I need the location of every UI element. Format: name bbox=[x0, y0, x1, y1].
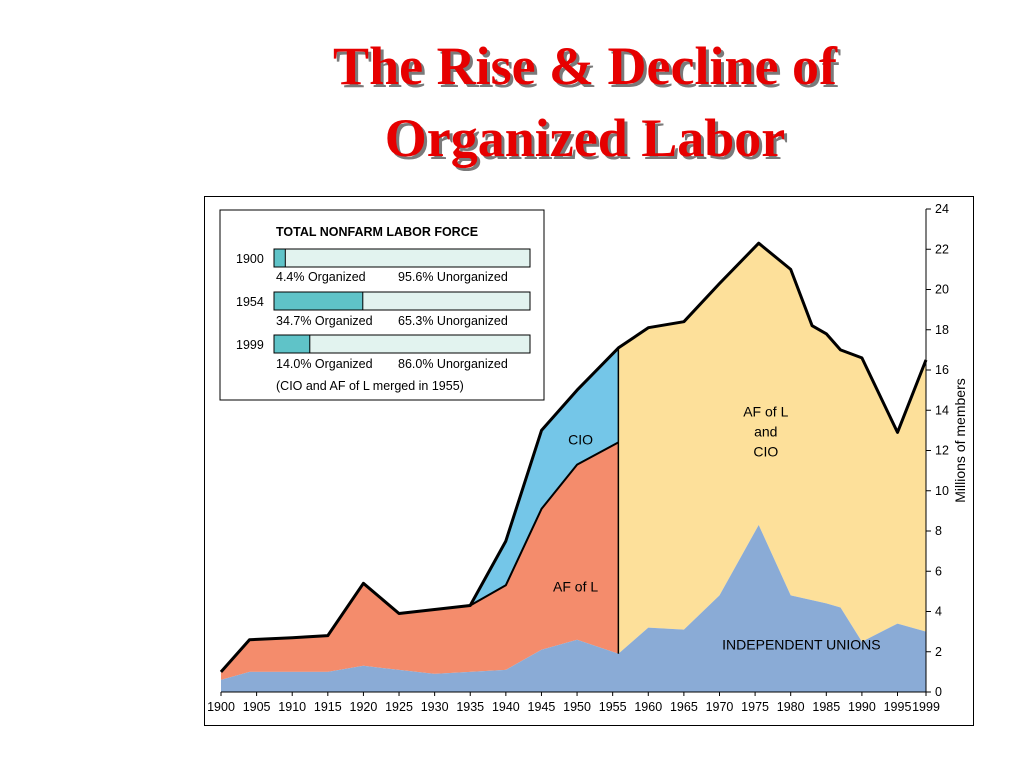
y-tick-label: 24 bbox=[935, 202, 949, 216]
y-axis-label: Millions of members bbox=[952, 378, 968, 502]
area-afl bbox=[221, 442, 619, 680]
inset-bar-organized-1999 bbox=[273, 334, 311, 354]
x-tick-label: 1970 bbox=[706, 700, 734, 714]
union-membership-chart: INDEPENDENT UNIONS AF of L CIO AF of L a… bbox=[204, 196, 974, 726]
x-tick-label: 1935 bbox=[456, 700, 484, 714]
x-tick-label: 1980 bbox=[777, 700, 805, 714]
y-tick-label: 6 bbox=[935, 564, 942, 578]
inset-year-1999: 1999 bbox=[236, 338, 264, 352]
x-tick-label: 1915 bbox=[314, 700, 342, 714]
y-tick-label: 22 bbox=[935, 242, 949, 256]
labor-force-inset: TOTAL NONFARM LABOR FORCE 1900 4.4% Orga… bbox=[219, 209, 545, 401]
afl-boundary-line bbox=[220, 441, 619, 673]
inset-bar-1999 bbox=[273, 334, 531, 354]
inset-bar-organized-1954 bbox=[273, 291, 364, 311]
y-tick-label: 12 bbox=[935, 444, 949, 458]
x-tick-label: 1920 bbox=[350, 700, 378, 714]
chart-frame: INDEPENDENT UNIONS AF of L CIO AF of L a… bbox=[204, 196, 974, 726]
x-tick-label: 1990 bbox=[848, 700, 876, 714]
y-tick-label: 4 bbox=[935, 605, 942, 619]
y-tick-label: 2 bbox=[935, 645, 942, 659]
y-tick-label: 20 bbox=[935, 283, 949, 297]
inset-year-1954: 1954 bbox=[236, 295, 264, 309]
x-tick-label: 1975 bbox=[741, 700, 769, 714]
boundary-lines bbox=[219, 241, 928, 673]
area-independent-unions bbox=[221, 525, 926, 692]
x-tick-label: 1985 bbox=[812, 700, 840, 714]
inset-organized-1999: 14.0% Organized bbox=[276, 357, 373, 371]
y-tick-label: 18 bbox=[935, 323, 949, 337]
x-tick-label: 1950 bbox=[563, 700, 591, 714]
x-tick-label: 1960 bbox=[634, 700, 662, 714]
label-independent-unions: INDEPENDENT UNIONS bbox=[722, 637, 880, 653]
x-tick-label: 1995 bbox=[884, 700, 912, 714]
slide-title-line-1: The Rise & Decline of bbox=[333, 36, 837, 96]
y-tick-label: 16 bbox=[935, 363, 949, 377]
x-tick-label: 1940 bbox=[492, 700, 520, 714]
inset-organized-1900: 4.4% Organized bbox=[276, 270, 366, 284]
x-tick-label: 1900 bbox=[207, 700, 235, 714]
y-tick-label: 10 bbox=[935, 484, 949, 498]
inset-title: TOTAL NONFARM LABOR FORCE bbox=[276, 225, 478, 239]
y-tick-label: 8 bbox=[935, 524, 942, 538]
x-tick-label: 1945 bbox=[528, 700, 556, 714]
label-afl: AF of L bbox=[553, 578, 598, 594]
slide-title: The Rise & Decline of Organized Labor bbox=[150, 30, 1020, 174]
inset-bar-1900 bbox=[273, 248, 531, 268]
label-afl-cio-line-3: CIO bbox=[753, 444, 778, 460]
y-tick-label: 14 bbox=[935, 403, 949, 417]
x-axis-ticks: 1900 1905 1910 1915 1920 1925 1930 1935 1940 1945… bbox=[207, 692, 940, 714]
area-afl-cio bbox=[618, 243, 926, 654]
x-tick-label: 1955 bbox=[599, 700, 627, 714]
inset-unorganized-1900: 95.6% Unorganized bbox=[398, 270, 508, 284]
slide-title-line-2: Organized Labor bbox=[384, 108, 786, 168]
inset-unorganized-1954: 65.3% Unorganized bbox=[398, 314, 508, 328]
inset-merger-note: (CIO and AF of L merged in 1955) bbox=[276, 379, 464, 393]
x-tick-label: 1965 bbox=[670, 700, 698, 714]
x-tick-label: 1930 bbox=[421, 700, 449, 714]
label-afl-cio-line-1: AF of L bbox=[743, 403, 788, 419]
x-tick-label: 1905 bbox=[243, 700, 271, 714]
x-tick-label: 1910 bbox=[278, 700, 306, 714]
x-tick-label: 1999 bbox=[912, 700, 940, 714]
x-tick-label: 1925 bbox=[385, 700, 413, 714]
inset-bar-organized-1900 bbox=[273, 248, 286, 268]
y-tick-label: 0 bbox=[935, 685, 942, 699]
label-afl-cio-line-2: and bbox=[754, 423, 777, 439]
inset-unorganized-1999: 86.0% Unorganized bbox=[398, 357, 508, 371]
inset-organized-1954: 34.7% Organized bbox=[276, 314, 373, 328]
label-cio: CIO bbox=[568, 432, 593, 448]
inset-year-1900: 1900 bbox=[236, 252, 264, 266]
